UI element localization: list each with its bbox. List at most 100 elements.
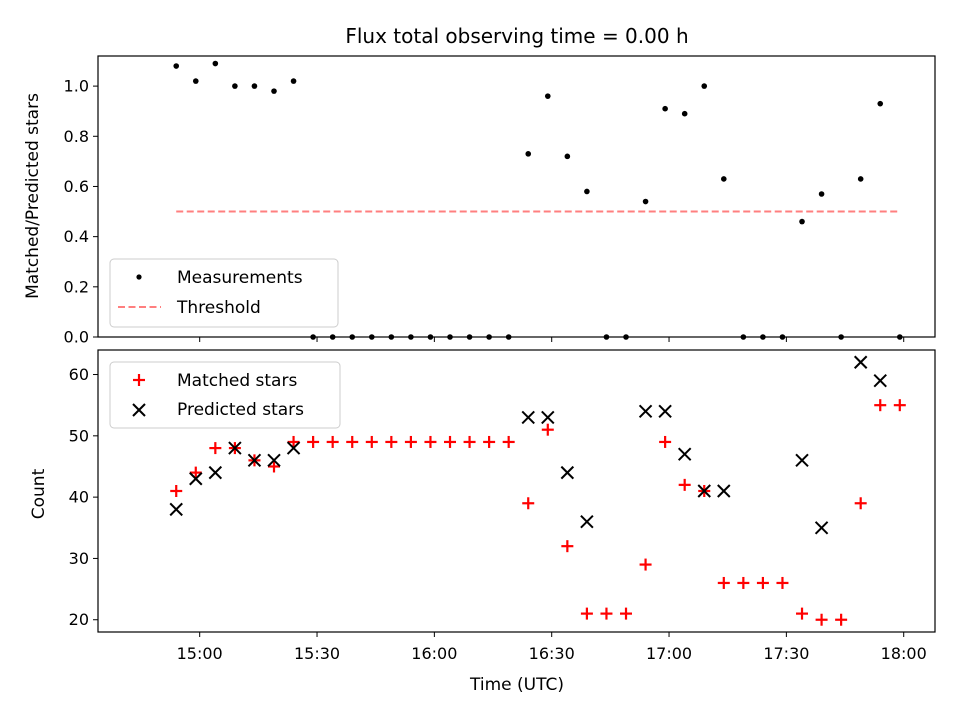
bottom-xtick-label: 15:30: [294, 644, 340, 663]
measurement-point: [544, 93, 551, 99]
top-ytick-label: 0.0: [64, 328, 89, 347]
top-legend-box: [109, 258, 339, 328]
predicted-star-stroke-b: [560, 465, 575, 480]
predicted-star-point: [208, 465, 223, 480]
matched-star-point: [268, 460, 281, 473]
matched-star-point: [385, 435, 398, 448]
predicted-star-point: [795, 453, 809, 468]
measurement-point: [251, 83, 258, 89]
matched-star-point: [404, 435, 417, 448]
bottom-ytick-label: 20: [69, 610, 89, 629]
predicted-star-point: [286, 441, 301, 455]
chart-title: Flux total observing time = 0.00 h: [345, 24, 688, 48]
matched-star-point: [620, 607, 633, 620]
measurement-point: [232, 83, 238, 89]
top-axes-frame: [97, 55, 936, 338]
top-ytick-label: 1.0: [64, 77, 89, 96]
top-ytick-label: 0.6: [64, 177, 89, 196]
measurement-point: [525, 151, 532, 157]
matched-star-point: [893, 399, 906, 412]
predicted-star-point: [638, 404, 653, 419]
measurement-point: [701, 83, 708, 89]
predicted-star-point: [169, 502, 183, 517]
matched-star-point: [365, 435, 378, 448]
matched-star-point: [756, 576, 769, 589]
matched-star-point: [815, 613, 828, 626]
predicted-star-stroke-b: [208, 465, 223, 480]
predicted-star-point: [267, 453, 281, 468]
legend-matched-label: Matched stars: [177, 371, 297, 391]
measurement-point: [720, 176, 727, 182]
matched-star-point: [463, 435, 476, 448]
bottom-legend: Matched stars Predicted stars: [109, 361, 341, 429]
matched-star-point: [346, 435, 359, 448]
predicted-star-stroke-b: [580, 514, 594, 529]
matched-star-point: [854, 497, 867, 510]
legend-matched-marker: [133, 374, 145, 386]
measurement-point: [192, 78, 199, 84]
predicted-star-stroke-b: [677, 447, 692, 461]
measurement-point: [799, 218, 805, 225]
predicted-star-stroke-b: [267, 453, 281, 468]
matched-star-point: [600, 607, 613, 620]
matched-star-point: [170, 485, 183, 497]
legend-predicted-label: Predicted stars: [177, 400, 304, 420]
measurement-point: [584, 188, 590, 195]
predicted-star-stroke-b: [717, 484, 731, 498]
top-ytick-label: 0.8: [64, 127, 89, 146]
bottom-xtick-label: 17:30: [763, 644, 809, 663]
matched-star-point: [307, 435, 320, 448]
predicted-star-point: [228, 441, 242, 455]
predicted-star-stroke-b: [286, 441, 301, 455]
measurement-point: [173, 63, 180, 69]
predicted-star-stroke-b: [541, 410, 555, 425]
matched-star-point: [796, 607, 809, 620]
matched-star-point: [835, 613, 848, 626]
measurement-point: [857, 176, 864, 182]
matched-star-point: [561, 540, 574, 553]
bottom-axes-frame: [97, 349, 936, 633]
top-legend: Measurements Threshold: [109, 258, 339, 328]
predicted-star-point: [697, 484, 711, 498]
legend-measurements-marker: [136, 274, 142, 280]
predicted-star-stroke-b: [169, 502, 183, 517]
matched-star-point: [189, 466, 202, 479]
bottom-xtick-label: 18:00: [881, 644, 927, 663]
predicted-star-point: [658, 404, 672, 419]
measurement-point: [642, 198, 649, 205]
predicted-star-point: [873, 373, 887, 388]
predicted-star-stroke-b: [795, 453, 809, 468]
matched-star-point: [717, 576, 730, 589]
matched-star-point: [776, 576, 789, 589]
measurement-point: [818, 191, 825, 197]
predicted-star-point: [677, 447, 692, 461]
predicted-star-point: [717, 484, 731, 498]
bottom-ylabel: Count: [29, 468, 49, 519]
matched-star-point: [580, 607, 593, 620]
measurement-point: [877, 100, 884, 107]
matched-star-point: [424, 435, 437, 448]
measurement-point: [681, 110, 688, 117]
matched-star-point: [444, 435, 457, 448]
predicted-star-point: [853, 355, 868, 369]
predicted-star-stroke-b: [873, 373, 887, 388]
predicted-star-point: [814, 521, 829, 535]
matched-star-point: [483, 435, 496, 448]
predicted-star-stroke-b: [814, 521, 829, 535]
top-ytick-label: 0.4: [64, 227, 89, 246]
predicted-star-stroke-b: [638, 404, 653, 419]
predicted-star-stroke-b: [697, 484, 711, 498]
predicted-star-stroke-b: [189, 472, 203, 486]
measurement-point: [212, 60, 219, 67]
predicted-star-point: [541, 410, 555, 425]
matched-star-point: [678, 478, 691, 491]
matched-star-point: [287, 435, 300, 448]
predicted-star-point: [247, 453, 262, 468]
bottom-ytick-label: 50: [69, 426, 89, 445]
predicted-star-point: [580, 514, 594, 529]
matched-star-point: [209, 442, 222, 455]
matched-star-point: [639, 558, 652, 571]
bottom-ytick-label: 30: [69, 549, 89, 568]
legend-measurements-label: Measurements: [177, 268, 303, 288]
